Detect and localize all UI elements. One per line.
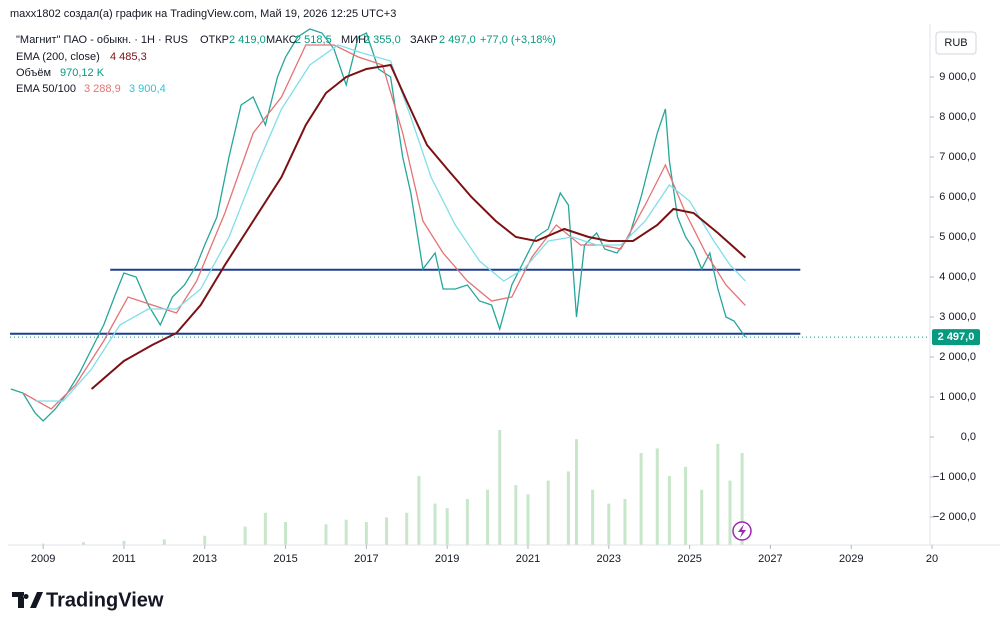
volume-bar <box>324 524 328 545</box>
x-tick-label: 2013 <box>193 553 217 565</box>
change: +77,0 (+3,18%) <box>480 34 556 46</box>
y-tick-label: 9 000,0 <box>939 71 976 83</box>
volume-bar <box>740 453 744 545</box>
volume-bar <box>203 535 207 545</box>
y-tick-label: 0,0 <box>961 431 976 443</box>
volume-bar <box>623 499 627 545</box>
y-tick-label: 6 000,0 <box>939 191 976 203</box>
ema50: 3 288,9 <box>84 83 121 95</box>
x-tick-label: 2025 <box>677 553 701 565</box>
volume-bar <box>498 430 502 545</box>
volume-bar <box>344 519 348 545</box>
logo-mark <box>12 592 43 608</box>
x-tick-label: 2029 <box>839 553 863 565</box>
volume-bar <box>465 499 469 545</box>
y-tick-label: 5 000,0 <box>939 231 976 243</box>
volume-bar <box>546 480 550 545</box>
ema100: 3 900,4 <box>129 83 166 95</box>
volume-bar <box>82 542 86 545</box>
x-tick-label: 2027 <box>758 553 782 565</box>
open-label: ОТКР <box>200 34 229 46</box>
x-tick-label: 2011 <box>112 553 136 565</box>
y-tick-label: 4 000,0 <box>939 271 976 283</box>
volume-bar <box>364 522 368 545</box>
series-line <box>90 63 747 390</box>
ema50-100-label: EMA 50/100 <box>16 83 76 95</box>
x-tick-label: 2017 <box>354 553 378 565</box>
x-tick-label: 2009 <box>31 553 55 565</box>
volume-bar <box>728 480 732 545</box>
x-tick-label: 2015 <box>273 553 297 565</box>
ema200-label: EMA (200, close) <box>16 51 100 63</box>
series-line <box>22 44 746 410</box>
y-tick-label: 1 000,0 <box>939 391 976 403</box>
volume-bar <box>655 448 659 545</box>
volume-bar <box>684 466 688 545</box>
volume-bar <box>162 539 166 545</box>
y-tick-label: −1 000,0 <box>933 471 976 483</box>
legend: "Магнит" ПАО - обыкн. · 1Н · RUS ОТКР 2 … <box>16 34 556 95</box>
x-tick-label: 2021 <box>516 553 540 565</box>
volume-bar <box>514 485 518 545</box>
y-tick-label: −2 000,0 <box>933 511 976 523</box>
close-label: ЗАКР <box>410 34 438 46</box>
volume-bar <box>591 489 595 545</box>
volume: 970,12 K <box>60 67 105 79</box>
logo: TradingView <box>46 589 164 611</box>
volume-bar <box>385 517 389 545</box>
volume-bar <box>122 540 126 545</box>
events-bolt <box>738 524 746 538</box>
volume-bar <box>284 522 288 545</box>
high: 2 518,5 <box>295 34 332 46</box>
open: 2 419,0 <box>229 34 266 46</box>
series-line <box>35 44 746 402</box>
volume-bar <box>700 489 704 545</box>
volume-bar <box>667 476 671 545</box>
volume-bar <box>639 453 643 545</box>
x-tick-label: 20 <box>926 553 938 565</box>
volume-bar <box>566 471 570 545</box>
volume-bar <box>716 443 720 545</box>
header: maxx1802 создал(а) график на TradingView… <box>10 8 396 20</box>
volume-bar <box>445 508 449 545</box>
volume-bar <box>263 512 267 545</box>
symbol: "Магнит" ПАО - обыкн. · 1Н · RUS <box>16 34 188 46</box>
y-tick-label: 8 000,0 <box>939 111 976 123</box>
volume-bar <box>526 494 530 545</box>
currency-box[interactable] <box>935 31 977 55</box>
currency: RUB <box>944 37 967 49</box>
volume-bar <box>574 439 578 545</box>
volume-bar <box>486 489 490 545</box>
volume-bar <box>433 503 437 545</box>
y-tick-label: 7 000,0 <box>939 151 976 163</box>
ema200: 4 485,3 <box>110 51 147 63</box>
x-tick-label: 2019 <box>435 553 459 565</box>
volume-bar <box>243 526 247 545</box>
volume-bar <box>417 476 421 545</box>
volume-bar <box>41 543 45 545</box>
last-price: 2 497,0 <box>938 331 975 343</box>
y-tick-label: 2 000,0 <box>939 351 976 363</box>
plot-area <box>8 24 930 545</box>
low-label: МИН <box>341 34 366 46</box>
high-label: МАКС <box>266 34 297 46</box>
low: 2 355,0 <box>364 34 401 46</box>
y-tick-label: 3 000,0 <box>939 311 976 323</box>
last-price-box <box>932 329 980 346</box>
x-tick-label: 2023 <box>597 553 621 565</box>
volume-bar <box>405 512 409 545</box>
volume-bar <box>607 503 611 545</box>
close: 2 497,0 <box>439 34 476 46</box>
volume-label: Объём <box>16 67 51 79</box>
series-line <box>10 28 746 422</box>
